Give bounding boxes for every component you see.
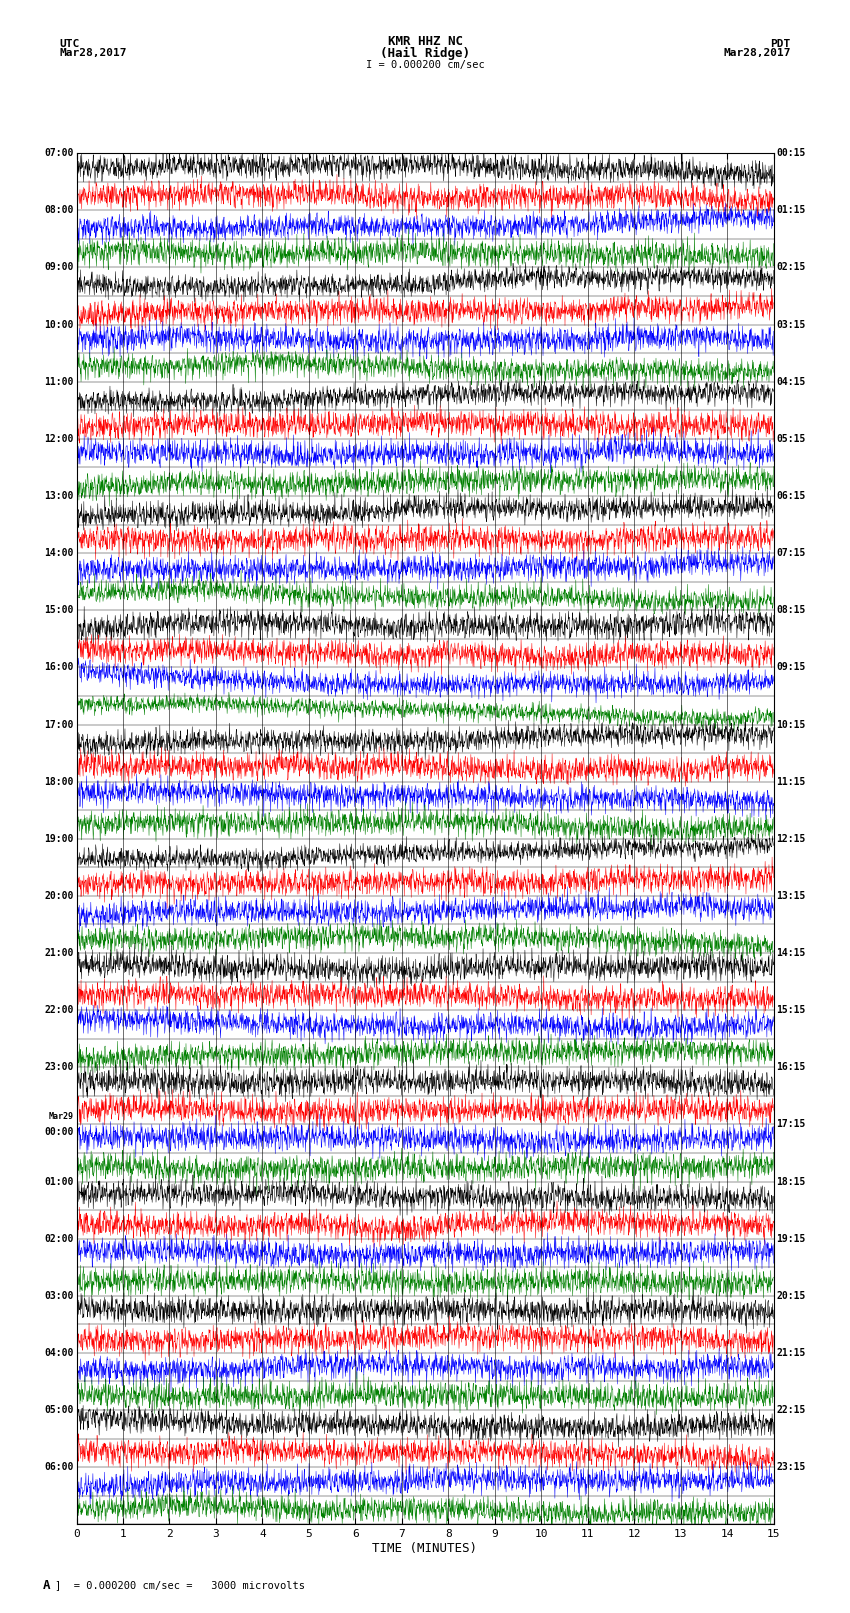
Text: 12:00: 12:00 [44,434,74,444]
Text: 15:00: 15:00 [44,605,74,615]
Text: 03:15: 03:15 [776,319,806,329]
Text: 08:15: 08:15 [776,605,806,615]
Text: 23:00: 23:00 [44,1063,74,1073]
Text: 22:15: 22:15 [776,1405,806,1415]
Text: 12:15: 12:15 [776,834,806,844]
Text: 19:15: 19:15 [776,1234,806,1244]
Text: 00:00: 00:00 [44,1127,74,1137]
Text: KMR HHZ NC: KMR HHZ NC [388,35,462,48]
Text: 04:15: 04:15 [776,377,806,387]
Text: 02:00: 02:00 [44,1234,74,1244]
Text: (Hail Ridge): (Hail Ridge) [380,47,470,60]
Text: 13:00: 13:00 [44,490,74,502]
Text: PDT: PDT [770,39,790,48]
Text: A: A [43,1579,50,1592]
Text: 07:15: 07:15 [776,548,806,558]
Text: ]  = 0.000200 cm/sec =   3000 microvolts: ] = 0.000200 cm/sec = 3000 microvolts [55,1581,305,1590]
Text: 13:15: 13:15 [776,890,806,902]
Text: 19:00: 19:00 [44,834,74,844]
Text: 21:00: 21:00 [44,948,74,958]
Text: 18:15: 18:15 [776,1176,806,1187]
Text: 14:15: 14:15 [776,948,806,958]
Text: 07:00: 07:00 [44,148,74,158]
Text: 06:00: 06:00 [44,1461,74,1473]
Text: 17:15: 17:15 [776,1119,806,1129]
Text: Mar28,2017: Mar28,2017 [723,48,791,58]
Text: 09:00: 09:00 [44,263,74,273]
Text: 11:00: 11:00 [44,377,74,387]
Text: 14:00: 14:00 [44,548,74,558]
Text: 09:15: 09:15 [776,663,806,673]
Text: 11:15: 11:15 [776,776,806,787]
Text: 15:15: 15:15 [776,1005,806,1015]
Text: 16:00: 16:00 [44,663,74,673]
Text: 03:00: 03:00 [44,1290,74,1300]
X-axis label: TIME (MINUTES): TIME (MINUTES) [372,1542,478,1555]
Text: 01:00: 01:00 [44,1176,74,1187]
Text: 05:15: 05:15 [776,434,806,444]
Text: 23:15: 23:15 [776,1461,806,1473]
Text: 20:00: 20:00 [44,890,74,902]
Text: 10:15: 10:15 [776,719,806,729]
Text: Mar29: Mar29 [49,1111,74,1121]
Text: 08:00: 08:00 [44,205,74,216]
Text: 00:15: 00:15 [776,148,806,158]
Text: 05:00: 05:00 [44,1405,74,1415]
Text: 20:15: 20:15 [776,1290,806,1300]
Text: 10:00: 10:00 [44,319,74,329]
Text: 17:00: 17:00 [44,719,74,729]
Text: 04:00: 04:00 [44,1348,74,1358]
Text: UTC: UTC [60,39,80,48]
Text: 21:15: 21:15 [776,1348,806,1358]
Text: 02:15: 02:15 [776,263,806,273]
Text: 22:00: 22:00 [44,1005,74,1015]
Text: 01:15: 01:15 [776,205,806,216]
Text: I = 0.000200 cm/sec: I = 0.000200 cm/sec [366,60,484,69]
Text: 16:15: 16:15 [776,1063,806,1073]
Text: 06:15: 06:15 [776,490,806,502]
Text: Mar28,2017: Mar28,2017 [60,48,127,58]
Text: 18:00: 18:00 [44,776,74,787]
